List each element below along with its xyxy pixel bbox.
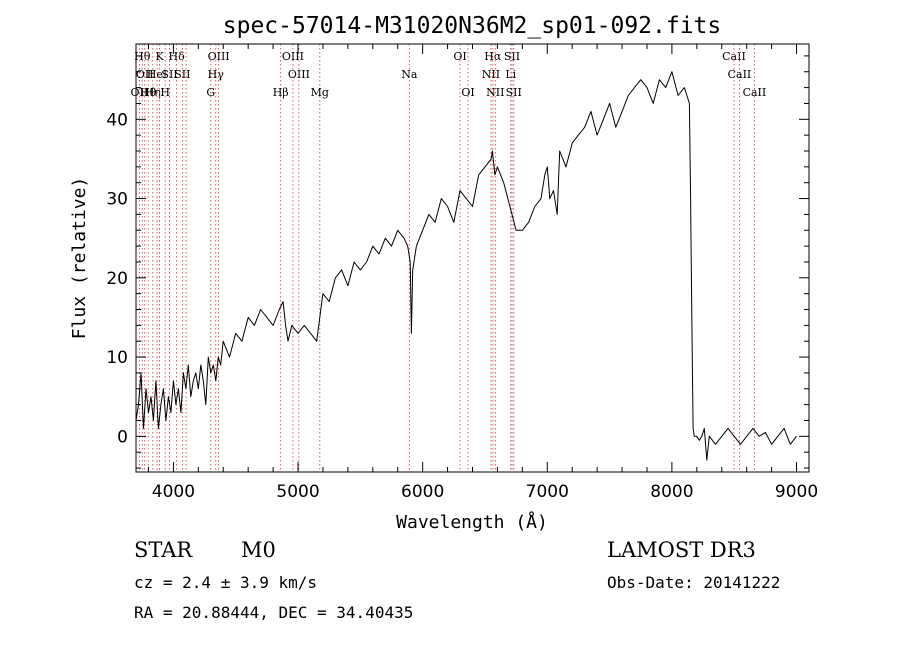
line-marker-label: SII <box>161 68 177 81</box>
axes-ticks: 4000 5000 6000 7000 8000 9000 0 10 20 30 40 <box>106 44 818 502</box>
x-tick-label: 6000 <box>401 482 444 502</box>
plot-frame <box>135 43 810 473</box>
y-tick-label: 20 <box>106 269 128 289</box>
line-marker-label: SII <box>504 50 520 63</box>
x-tick-label: 4000 <box>152 482 195 502</box>
line-marker-label: Hθ <box>134 50 151 63</box>
line-marker-label: SII <box>506 86 522 99</box>
line-marker-label: SII <box>174 68 190 81</box>
line-marker-label: Hγ <box>208 68 225 81</box>
coordinates: RA = 20.88444, DEC = 34.40435 <box>134 603 414 622</box>
x-tick-label: 8000 <box>650 482 693 502</box>
series-line-spectrum <box>135 71 797 461</box>
line-marker-label: OII <box>131 86 149 99</box>
line-marker-label: Hα <box>484 50 502 63</box>
observation-date: Obs-Date: 20141222 <box>607 573 781 592</box>
line-marker-label: OIII <box>288 68 310 81</box>
x-tick-label: 5000 <box>276 482 319 502</box>
x-axis-label: Wavelength (Å) <box>396 511 548 533</box>
emission-line-markers: OIIHθOIIHθHηHeIKHSIIHδSIIGHγOIIIHβOIIIOI… <box>131 44 767 472</box>
line-marker-label: OIII <box>208 50 230 63</box>
x-tick-label: 9000 <box>775 482 818 502</box>
line-marker-label: G <box>206 86 215 99</box>
line-marker-label: OI <box>461 86 474 99</box>
object-subclass: M0 <box>241 538 276 562</box>
y-tick-label: 30 <box>106 190 128 210</box>
series-group <box>135 71 797 461</box>
y-tick-label: 0 <box>117 427 128 447</box>
line-marker-label: K <box>155 50 164 63</box>
line-marker-label: NII <box>486 86 504 99</box>
survey-name: LAMOST DR3 <box>607 538 756 562</box>
chart-title: spec-57014-M31020N36M2_sp01-092.fits <box>223 13 722 39</box>
x-tick-label: 7000 <box>526 482 569 502</box>
line-marker-label: CaII <box>743 86 767 99</box>
line-marker-label: Hη <box>145 86 161 99</box>
line-marker-label: CaII <box>728 68 752 81</box>
object-class: STAR <box>134 538 193 562</box>
line-marker-label: HeI <box>147 68 167 81</box>
line-marker-label: NII <box>482 68 500 81</box>
line-marker-label: Na <box>401 68 418 81</box>
line-marker-label: Mg <box>311 86 329 99</box>
line-marker-label: Hδ <box>169 50 186 63</box>
line-marker-label: OIII <box>282 50 304 63</box>
line-marker-label: CaII <box>722 50 746 63</box>
y-axis-label: Flux (relative) <box>69 177 90 340</box>
line-marker-label: Hβ <box>273 86 289 99</box>
line-marker-label: H <box>160 86 170 99</box>
line-marker-label: OI <box>453 50 466 63</box>
y-tick-label: 10 <box>106 348 128 368</box>
y-tick-label: 40 <box>106 110 128 130</box>
redshift-velocity: cz = 2.4 ± 3.9 km/s <box>134 573 318 592</box>
line-marker-label: Li <box>505 68 516 81</box>
